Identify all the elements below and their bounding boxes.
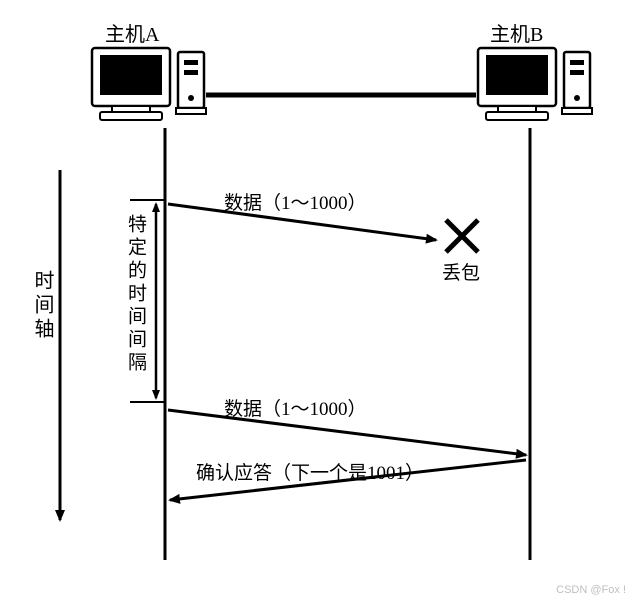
time-axis-label: 时间轴 (28, 270, 57, 342)
host-a-label: 主机A (105, 18, 159, 47)
interval-label: 特定的时间间隔 (122, 214, 149, 375)
host-b-icon (478, 48, 592, 120)
diagram-svg (0, 0, 634, 602)
loss-label: 丢包 (442, 258, 480, 285)
diagram-canvas: 主机A 主机B 时间轴 特定的时间间隔 数据（1～1000） 丢包 数据（1～1… (0, 0, 634, 602)
host-a-icon (92, 48, 206, 120)
host-b-label: 主机B (490, 18, 543, 47)
ack-label: 确认应答（下一个是1001） (196, 458, 424, 485)
msg2-label: 数据（1～1000） (224, 394, 367, 421)
watermark: CSDN @Fox ! (556, 584, 626, 596)
msg1-label: 数据（1～1000） (224, 188, 367, 215)
packet-loss-icon (446, 220, 478, 252)
